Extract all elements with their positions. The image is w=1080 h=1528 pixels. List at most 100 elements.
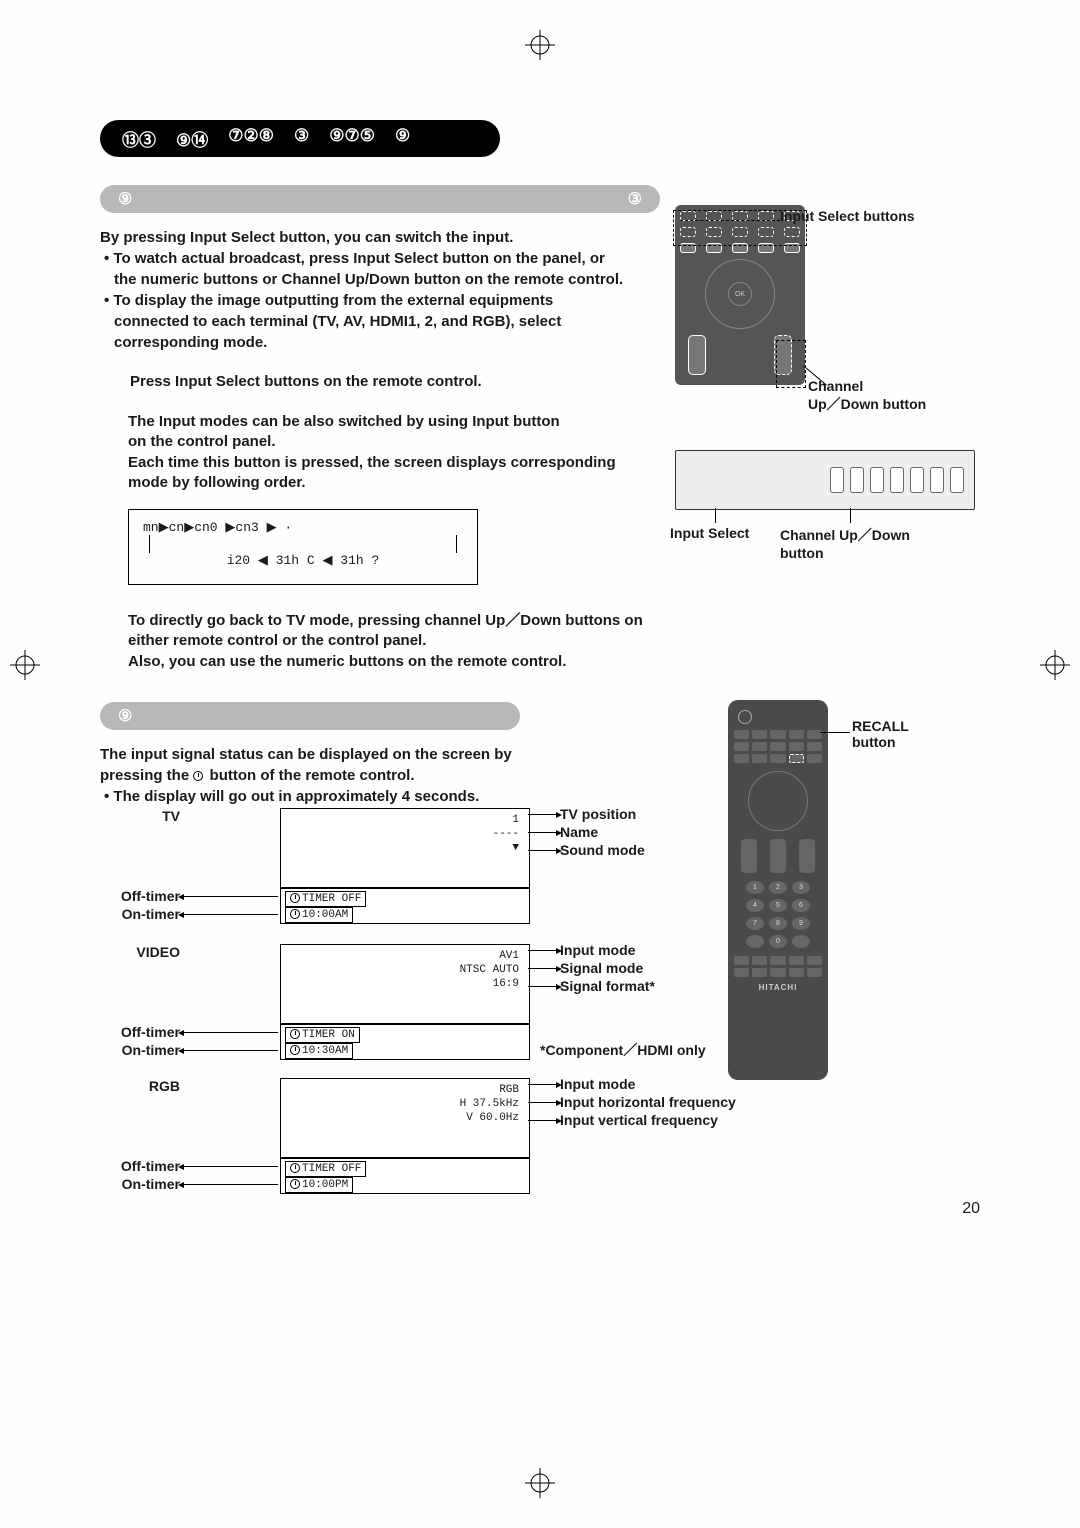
label-offtimer: Off-timer [100,888,180,904]
power-icon [738,710,752,724]
video-sig-val: NTSC AUTO [456,963,523,977]
signal-intro: The input signal status can be displayed… [100,744,620,807]
label-v-freq: Input vertical frequency [560,1112,718,1128]
leader-line [528,1120,558,1121]
label-inputmode-rgb: Input mode [560,1076,635,1092]
label-input-select-buttons: Input Select buttons [780,208,915,224]
label-channel-updown: Channel Up／Down button [808,378,926,414]
sub-left: ⑨ [118,706,132,726]
tv-display-box: 1 ---- ▼ [280,808,530,888]
ontimer-val: 10:00PM [285,1177,353,1193]
offtimer-val: TIMER ON [285,1027,360,1043]
label-ontimer: On-timer [100,1176,180,1192]
label-input-select-panel: Input Select [670,525,749,541]
ontimer-val: 10:30AM [285,1043,353,1059]
video-display-box: AV1 NTSC AUTO 16:9 [280,944,530,1024]
leader-line [528,850,558,851]
direct-line: Also, you can use the numeric buttons on… [128,652,980,672]
leader-line [182,1032,278,1033]
remote-full-diagram: 123 456 789 0 HITACHI [728,700,828,1080]
label-ontimer: On-timer [100,906,180,922]
rgb-display-box: RGB H 37.5kHz V 60.0Hz [280,1078,530,1158]
flow-bottom: i20 ◀ 31h C ◀ 31h ? [143,553,463,568]
sub-left: ⑨ [118,189,132,209]
intro-bullet: • To watch actual broadcast, press Input… [104,250,605,267]
leader-line [182,914,278,915]
switch-line: The Input modes can be also switched by … [128,412,980,432]
title-seg: ⑨⑦⑤ [329,126,375,151]
label-sigmode: Signal mode [560,960,643,976]
label-sound: Sound mode [560,842,645,858]
crop-mark-bottom [525,1468,555,1498]
page-number: 20 [962,1200,980,1218]
label-offtimer: Off-timer [100,1158,180,1174]
tv-pos-val: 1 [508,813,523,827]
tv-sound-val: ▼ [508,841,523,855]
offtimer-val: TIMER OFF [285,1161,366,1177]
crop-mark-left [10,650,40,680]
box-label-tv: TV [100,808,180,824]
leader-line [820,732,850,733]
intro-bullet: • To display the image outputting from t… [104,292,553,309]
signal-line: The input signal status can be displayed… [100,744,620,765]
recall-button-callout [789,754,804,763]
signal-bullet: • The display will go out in approximate… [100,786,620,807]
rgb-timer-box: TIMER OFF 10:00PM [280,1158,530,1194]
title-seg: ⑨⑭ [176,126,208,151]
leader-line [528,832,558,833]
leader-line [528,1102,558,1103]
rgb-mode-val: RGB [495,1083,523,1097]
tv-timer-box: TIMER OFF 10:00AM [280,888,530,924]
signal-line: pressing the button of the remote contro… [100,765,620,786]
leader-line [528,986,558,987]
direct-back-block: To directly go back to TV mode, pressing… [128,611,980,672]
dpad-icon [748,771,808,831]
label-ontimer: On-timer [100,1042,180,1058]
leader-line [715,508,716,523]
control-panel-diagram [675,450,975,510]
callout-channel-updown [776,340,806,388]
leader-line [528,950,558,951]
leader-line [680,220,780,221]
subsection-bar-2: ⑨ [100,702,520,730]
direct-line: either remote control or the control pan… [128,631,980,651]
label-name: Name [560,824,598,840]
leader-line [182,1184,278,1185]
crop-mark-right [1040,650,1070,680]
label-component-note: *Component／HDMI only [540,1040,706,1060]
offtimer-val: TIMER OFF [285,891,366,907]
intro-bullet: corresponding mode. [114,332,980,353]
label-channel-updown-panel: Channel Up／Down button [780,525,910,561]
box-label-rgb: RGB [100,1078,180,1094]
section-title-bar: ⑬③ ⑨⑭ ⑦②⑧ ③ ⑨⑦⑤ ⑨ [100,120,500,157]
intro-block: By pressing Input Select button, you can… [100,227,980,353]
direct-line: To directly go back to TV mode, pressing… [128,611,980,631]
leader-line [182,896,278,897]
leader-line [182,1050,278,1051]
title-seg: ⑨ [395,126,410,151]
crop-mark-top [525,30,555,60]
label-offtimer: Off-timer [100,1024,180,1040]
title-seg: ③ [294,126,309,151]
leader-line [528,814,558,815]
label-inputmode: Input mode [560,942,635,958]
leader-line [850,508,851,523]
intro-bullet: connected to each terminal (TV, AV, HDMI… [114,311,980,332]
label-sigfmt: Signal format* [560,978,655,994]
title-seg: ⑦②⑧ [228,126,274,151]
label-recall-button: RECALL button [852,718,909,750]
flow-top: mn▶cn▶cn0 ▶cn3 ▶ · [143,520,463,535]
brand-label: HITACHI [734,983,822,992]
video-mode-val: AV1 [495,949,523,963]
subsection-bar-1: ⑨ ③ [100,185,660,213]
leader-line [182,1166,278,1167]
rgb-v-val: V 60.0Hz [462,1111,523,1125]
label-h-freq: Input horizontal frequency [560,1094,736,1110]
box-label-video: VIDEO [100,944,180,960]
ontimer-val: 10:00AM [285,907,353,923]
leader-line [528,1084,558,1085]
video-fmt-val: 16:9 [489,977,523,991]
input-flow-diagram: mn▶cn▶cn0 ▶cn3 ▶ · i20 ◀ 31h C ◀ 31h ? [128,509,478,585]
tv-name-val: ---- [489,827,523,841]
video-timer-box: TIMER ON 10:30AM [280,1024,530,1060]
